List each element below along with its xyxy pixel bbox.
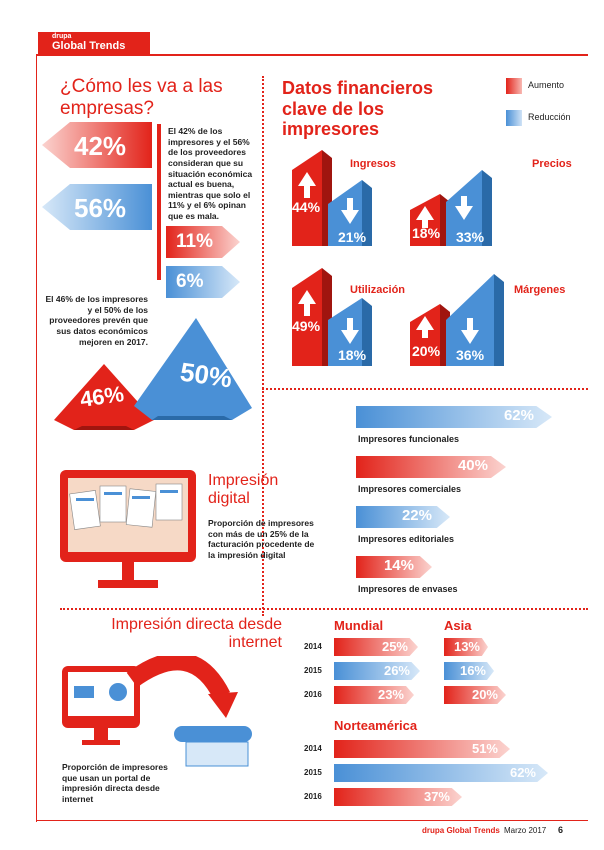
footer-rule (36, 820, 588, 821)
dig-label-3: Impresores editoriales (358, 534, 455, 544)
mundial-year-3: 2016 (304, 690, 322, 699)
na-label: Norteamérica (334, 718, 418, 733)
asia-value-2014: 13% (453, 639, 480, 654)
na-year-1: 2014 (304, 744, 322, 753)
sec2-title: Datos financieros clave de los impresore… (282, 78, 434, 140)
legend-down-label: Reducción (528, 112, 571, 122)
sec1-divider (157, 124, 161, 280)
fin-label-utilizacion: Utilización (350, 284, 406, 296)
footer-date: Marzo 2017 (504, 826, 547, 835)
dig-value-3: 22% (401, 507, 432, 524)
dig-bar-1: 62% (356, 406, 552, 428)
dig-label-4: Impresores de envases (358, 584, 458, 594)
fin-down-margenes: 36% (456, 347, 485, 363)
mundial-value-2016: 23% (377, 687, 404, 702)
pct-11: 11% (176, 231, 213, 252)
asia-value-2016: 20% (471, 687, 498, 702)
header-rule (36, 54, 588, 56)
page-number: 6 (558, 825, 564, 835)
hdots-2 (60, 608, 588, 610)
big-up-arrows (54, 318, 252, 430)
mundial-year-2: 2015 (304, 666, 322, 675)
dig-label-2: Impresores comerciales (358, 484, 462, 494)
na-value-2014: 51% (471, 741, 498, 756)
asia-label: Asia (444, 618, 472, 633)
fin-up-precios: 18% (412, 225, 441, 241)
dig-value-4: 14% (383, 557, 414, 574)
dig-value-1: 62% (503, 407, 534, 424)
na-bar-2014: 51% (334, 740, 510, 758)
na-year-3: 2016 (304, 792, 322, 801)
header-title: Global Trends (52, 40, 126, 52)
fin-label-ingresos: Ingresos (350, 158, 396, 170)
mundial-value-2015: 26% (383, 663, 410, 678)
vertical-dots (262, 76, 264, 616)
fin-up-utilizacion: 49% (292, 318, 321, 334)
monitor-illustration (60, 470, 196, 588)
arrow-11 (166, 226, 240, 258)
asia-bar-2014: 13% (444, 638, 488, 656)
hdots-1 (262, 388, 588, 390)
legend-down-swatch (506, 110, 522, 126)
dig-value-2: 40% (457, 457, 488, 474)
sec1-title: ¿Cómo les va a las empresas? (60, 76, 223, 119)
fin-up-margenes: 20% (412, 343, 441, 359)
arrow-42 (42, 122, 152, 168)
fin-up-ingresos: 44% (292, 199, 321, 215)
mundial-bar-2014: 25% (334, 638, 418, 656)
legend-up-label: Aumento (528, 80, 565, 90)
pct-6: 6% (176, 271, 204, 292)
web-print-illustration (62, 656, 252, 767)
sec3-title: Impresión digital (208, 472, 279, 508)
header-brand: drupa (52, 33, 72, 40)
asia-bar-2016: 20% (444, 686, 506, 704)
fin-label-margenes: Márgenes (514, 284, 566, 296)
na-bar-2015: 62% (334, 764, 548, 782)
asia-bar-2015: 16% (444, 662, 494, 680)
na-value-2016: 37% (423, 789, 450, 804)
asia-value-2015: 16% (459, 663, 486, 678)
na-value-2015: 62% (509, 765, 536, 780)
na-bar-2016: 37% (334, 788, 462, 806)
legend-up-swatch (506, 78, 522, 94)
sec4-title: Impresión directa desde internet (111, 616, 282, 652)
dig-label-1: Impresores funcionales (358, 434, 460, 444)
mundial-bar-2016: 23% (334, 686, 414, 704)
dig-bar-2: 40% (356, 456, 506, 478)
mundial-label: Mundial (334, 618, 384, 633)
sec3-text: Proporción de impresores con más de un 2… (208, 518, 315, 560)
mundial-year-1: 2014 (304, 642, 322, 651)
fin-down-precios: 33% (456, 229, 485, 245)
pct-56: 56% (74, 193, 127, 223)
footer-brand: drupa Global Trends (422, 826, 500, 835)
sec4-text: Proporción de impresores que usan un por… (62, 762, 168, 804)
pct-42: 42% (74, 131, 127, 161)
fin-charts (292, 150, 504, 366)
dig-bar-4: 14% (356, 556, 432, 578)
header-badge: drupa Global Trends (38, 32, 150, 54)
arrow-6 (166, 266, 240, 298)
sec1-text2: El 46% de los impresores y el 50% de los… (45, 294, 148, 347)
mundial-value-2014: 25% (381, 639, 408, 654)
mundial-bar-2015: 26% (334, 662, 420, 680)
fin-down-utilizacion: 18% (338, 347, 367, 363)
arrow-56 (42, 184, 152, 230)
dig-bar-3: 22% (356, 506, 450, 528)
left-rule (36, 54, 37, 822)
fin-down-ingresos: 21% (338, 229, 367, 245)
fin-label-precios: Precios (532, 158, 572, 170)
na-year-2: 2015 (304, 768, 322, 777)
sec1-text1: El 42% de los impresores y el 56% de los… (168, 126, 253, 221)
